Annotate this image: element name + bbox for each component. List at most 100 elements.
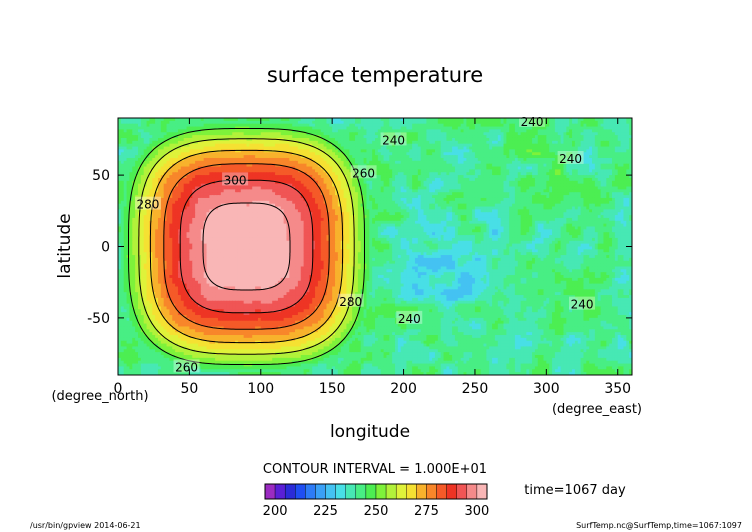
- heatmap-cell: [129, 149, 133, 153]
- heatmap-cell: [426, 160, 430, 165]
- heatmap-cell: [280, 126, 285, 131]
- heatmap-cell: [589, 155, 593, 159]
- heatmap-cell: [503, 155, 507, 159]
- heatmap-cell: [503, 140, 507, 145]
- heatmap-cell: [554, 163, 559, 168]
- heatmap-cell: [229, 143, 233, 148]
- heatmap-cell: [423, 118, 427, 122]
- heatmap-cell: [423, 126, 427, 131]
- heatmap-cell: [118, 126, 122, 131]
- heatmap-cell: [255, 120, 259, 125]
- heatmap-cell: [297, 135, 302, 139]
- heatmap-cell: [346, 120, 350, 125]
- heatmap-cell: [269, 143, 273, 148]
- heatmap-cell: [594, 120, 599, 125]
- heatmap-cell: [277, 129, 282, 133]
- heatmap-cell: [157, 143, 162, 148]
- heatmap-cell: [549, 163, 553, 168]
- heatmap-cell: [600, 143, 605, 148]
- heatmap-cell: [375, 163, 379, 168]
- heatmap-cell: [295, 155, 299, 159]
- heatmap-cell: [572, 157, 576, 162]
- heatmap-cell: [494, 143, 499, 148]
- heatmap-cell: [449, 120, 453, 125]
- heatmap-cell: [383, 149, 388, 153]
- heatmap-cell: [323, 157, 328, 162]
- heatmap-cell: [594, 160, 599, 165]
- heatmap-cell: [420, 126, 425, 131]
- heatmap-cell: [594, 118, 599, 122]
- heatmap-cell: [260, 132, 265, 136]
- heatmap-cell: [123, 152, 128, 156]
- heatmap-cell: [540, 155, 545, 159]
- heatmap-cell: [357, 137, 362, 142]
- heatmap-cell: [474, 137, 479, 142]
- heatmap-cell: [446, 146, 450, 151]
- heatmap-cell: [335, 137, 339, 142]
- heatmap-cell: [386, 129, 390, 133]
- heatmap-cell: [155, 118, 159, 122]
- heatmap-cell: [572, 123, 576, 128]
- heatmap-cell: [434, 137, 439, 142]
- heatmap-cell: [414, 163, 419, 168]
- heatmap-cell: [600, 123, 605, 128]
- heatmap-cell: [366, 126, 370, 131]
- heatmap-cell: [560, 149, 565, 153]
- heatmap-cell: [206, 152, 210, 156]
- heatmap-cell: [497, 132, 502, 136]
- heatmap-cell: [272, 118, 276, 122]
- heatmap-cell: [283, 163, 288, 168]
- heatmap-cell: [414, 160, 419, 165]
- heatmap-cell: [397, 132, 402, 136]
- heatmap-cell: [212, 123, 216, 128]
- heatmap-cell: [483, 140, 487, 145]
- heatmap-cell: [420, 140, 425, 145]
- heatmap-cell: [623, 129, 627, 133]
- heatmap-cell: [200, 149, 205, 153]
- heatmap-cell: [146, 152, 151, 156]
- heatmap-cell: [383, 160, 388, 165]
- heatmap-cell: [392, 146, 396, 151]
- heatmap-cell: [586, 120, 590, 125]
- heatmap-cell: [592, 129, 596, 133]
- heatmap-cell: [612, 123, 616, 128]
- heatmap-cell: [466, 137, 470, 142]
- heatmap-cell: [297, 149, 302, 153]
- heatmap-cell: [534, 137, 539, 142]
- heatmap-cell: [257, 137, 262, 142]
- heatmap-cell: [514, 160, 519, 165]
- heatmap-cell: [432, 126, 436, 131]
- heatmap-cell: [423, 123, 427, 128]
- heatmap-cell: [623, 163, 627, 168]
- heatmap-cell: [315, 149, 319, 153]
- heatmap-cell: [557, 146, 562, 151]
- heatmap-cell: [494, 160, 499, 165]
- heatmap-cell: [412, 157, 416, 162]
- heatmap-cell: [380, 146, 385, 151]
- heatmap-cell: [149, 120, 153, 125]
- heatmap-cell: [149, 152, 153, 156]
- heatmap-cell: [377, 149, 382, 153]
- heatmap-cell: [215, 120, 219, 125]
- heatmap-cell: [423, 143, 427, 148]
- heatmap-cell: [140, 126, 145, 131]
- heatmap-cell: [243, 155, 248, 159]
- heatmap-cell: [392, 157, 396, 162]
- heatmap-cell: [432, 160, 436, 165]
- heatmap-cell: [312, 118, 316, 122]
- heatmap-cell: [123, 149, 128, 153]
- heatmap-cell: [614, 126, 619, 131]
- heatmap-cell: [209, 129, 213, 133]
- heatmap-cell: [534, 135, 539, 139]
- heatmap-cell: [126, 118, 131, 122]
- heatmap-cell: [543, 152, 547, 156]
- heatmap-cell: [323, 132, 328, 136]
- heatmap-cell: [629, 118, 632, 122]
- heatmap-cell: [163, 129, 168, 133]
- heatmap-cell: [414, 146, 419, 151]
- heatmap-cell: [432, 135, 436, 139]
- heatmap-cell: [292, 140, 296, 145]
- heatmap-cell: [523, 132, 527, 136]
- heatmap-cell: [506, 155, 510, 159]
- heatmap-cell: [426, 146, 430, 151]
